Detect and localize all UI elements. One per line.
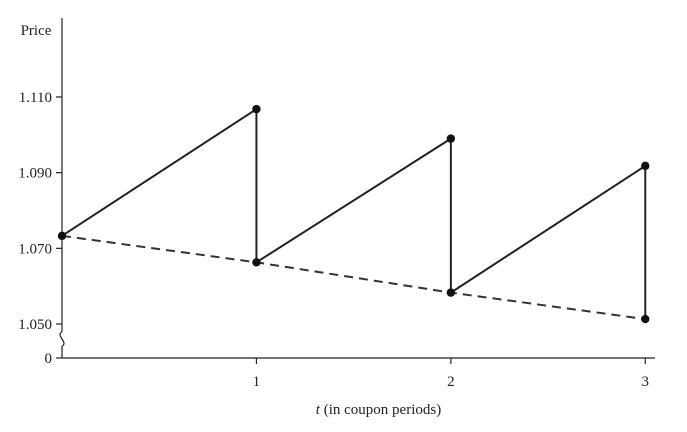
x-ticks: 1 2 3 xyxy=(253,358,649,390)
data-point-6 xyxy=(641,314,650,324)
solid-series-line xyxy=(61,107,647,320)
y-zero-tick-label: 0 xyxy=(45,351,53,367)
marker-layer xyxy=(57,104,650,324)
y-axis-break-mark xyxy=(59,331,65,347)
x-tick-label-1: 2 xyxy=(447,374,455,390)
axes xyxy=(59,18,655,359)
y-tick-label-3: 1.110 xyxy=(19,90,52,106)
data-point-5 xyxy=(641,161,650,171)
data-point-2 xyxy=(252,258,261,267)
data-point-0 xyxy=(57,231,67,241)
dashed-series-line xyxy=(61,234,646,321)
y-tick-label-2: 1.090 xyxy=(18,166,52,182)
x-axis-title-variable: t xyxy=(316,402,321,418)
y-tick-label-0: 1.050 xyxy=(18,317,52,333)
y-ticks: 1.050 1.070 1.090 1.110 xyxy=(18,90,62,359)
data-point-1 xyxy=(252,104,261,114)
y-tick-label-1: 1.070 xyxy=(18,241,52,257)
x-tick-label-2: 3 xyxy=(642,374,650,390)
x-axis-title: t (in coupon periods) xyxy=(316,402,441,418)
data-point-4 xyxy=(446,288,456,297)
x-axis-title-rest: (in coupon periods) xyxy=(320,402,441,418)
x-tick-label-0: 1 xyxy=(253,374,261,390)
series-layer xyxy=(61,107,647,321)
data-point-3 xyxy=(446,134,456,143)
y-axis-title: Price xyxy=(21,23,52,39)
